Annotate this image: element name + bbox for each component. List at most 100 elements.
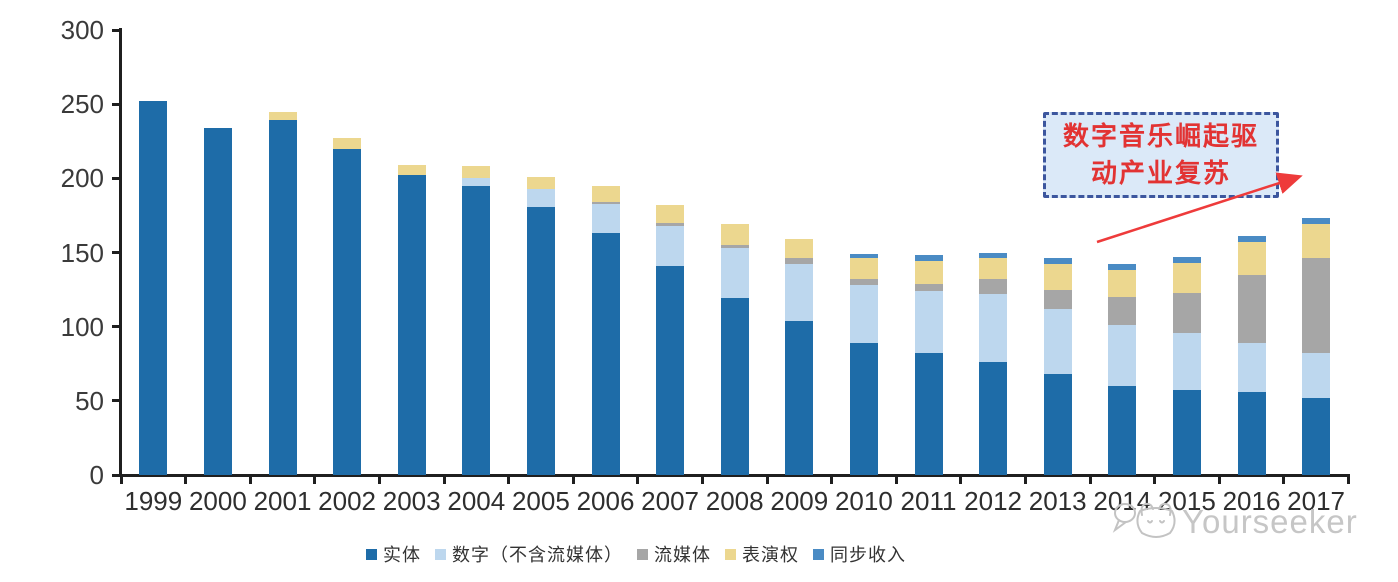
x-tick xyxy=(830,475,834,484)
x-tick-label: 1999 xyxy=(124,486,183,516)
bar-segment xyxy=(397,175,426,475)
bar-segment xyxy=(139,101,168,475)
x-tick-label: 2017 xyxy=(1287,486,1346,516)
bar-2009 xyxy=(785,239,814,475)
bar-segment xyxy=(785,258,814,265)
y-tick-label: 150 xyxy=(60,237,104,268)
x-tick-label: 2013 xyxy=(1028,486,1087,516)
legend-swatch-icon xyxy=(813,548,824,560)
bar-2016 xyxy=(1237,236,1266,475)
bar-1999 xyxy=(139,101,168,475)
legend-label: 数字（不含流媒体） xyxy=(452,545,623,565)
bar-2015 xyxy=(1172,256,1201,475)
bar-segment xyxy=(591,203,620,234)
x-tick-label: 2006 xyxy=(576,486,635,516)
legend-label: 流媒体 xyxy=(654,545,711,565)
legend-label: 同步收入 xyxy=(830,545,906,565)
x-tick xyxy=(1023,475,1027,484)
x-tick-label: 2002 xyxy=(318,486,377,516)
bar-segment xyxy=(656,225,685,266)
bar-segment xyxy=(979,362,1008,475)
x-tick-label: 2014 xyxy=(1093,486,1152,516)
bar-segment xyxy=(1108,270,1137,297)
legend-swatch-icon xyxy=(637,548,648,560)
legend-item: 实体 xyxy=(366,541,421,567)
y-tick-label: 50 xyxy=(75,385,104,416)
x-tick-label: 2010 xyxy=(834,486,893,516)
bar-segment xyxy=(849,279,878,286)
bar-2006 xyxy=(591,185,620,475)
bar-segment xyxy=(397,164,426,176)
bar-segment xyxy=(979,258,1008,280)
x-tick xyxy=(507,475,511,484)
bar-segment xyxy=(1237,342,1266,392)
bar-segment xyxy=(1172,332,1201,391)
bar-2017 xyxy=(1302,218,1331,475)
bar-2002 xyxy=(333,138,362,475)
bar-2007 xyxy=(656,205,685,475)
bar-segment xyxy=(979,279,1008,295)
bar-segment xyxy=(268,111,297,121)
x-tick-label: 2015 xyxy=(1157,486,1216,516)
legend-item: 流媒体 xyxy=(637,541,711,567)
x-tick-label: 2005 xyxy=(511,486,570,516)
annotation-text-line2: 动产业复苏 xyxy=(1090,158,1231,188)
x-tick xyxy=(120,475,123,484)
y-tick xyxy=(112,325,121,329)
bar-segment xyxy=(914,261,943,284)
x-axis-line xyxy=(119,474,1350,477)
y-tick xyxy=(112,251,121,254)
x-tick xyxy=(636,475,640,484)
x-tick xyxy=(248,475,252,484)
bar-2000 xyxy=(203,127,232,475)
bar-2013 xyxy=(1043,258,1072,475)
bar-segment xyxy=(1172,390,1201,475)
bar-segment xyxy=(720,224,749,246)
bar-segment xyxy=(1043,308,1072,375)
x-tick-label: 2004 xyxy=(447,486,506,516)
bar-segment xyxy=(656,265,685,475)
bar-segment xyxy=(526,176,555,189)
annotation-arrow xyxy=(1096,172,1303,244)
bar-segment xyxy=(1108,385,1137,475)
y-tick xyxy=(112,176,121,180)
bar-segment xyxy=(979,294,1008,363)
bar-segment xyxy=(203,127,232,475)
bar-segment xyxy=(720,245,749,249)
bar-segment xyxy=(785,264,814,321)
bar-2010 xyxy=(849,253,878,475)
x-tick xyxy=(184,475,188,484)
bar-segment xyxy=(849,253,878,259)
bar-segment xyxy=(914,283,943,292)
bar-segment xyxy=(914,353,943,475)
bar-segment xyxy=(1302,224,1331,259)
bar-segment xyxy=(591,185,620,203)
bar-2014 xyxy=(1108,264,1137,475)
bar-segment xyxy=(1302,397,1331,475)
annotation-text-line1: 数字音乐崛起驱 xyxy=(1062,121,1259,151)
bar-2012 xyxy=(979,252,1008,476)
bar-segment xyxy=(785,320,814,475)
x-tick xyxy=(1153,475,1157,484)
chart-legend: 实体 数字（不含流媒体） 流媒体 表演权 同步收入 xyxy=(366,541,906,567)
x-tick xyxy=(313,475,317,484)
bar-segment xyxy=(1108,296,1137,326)
bar-segment xyxy=(656,205,685,223)
bar-segment xyxy=(333,148,362,475)
bar-2008 xyxy=(720,224,749,475)
bar-segment xyxy=(1237,391,1266,475)
bar-segment xyxy=(1043,258,1072,265)
bar-segment xyxy=(1237,242,1266,275)
bar-segment xyxy=(591,202,620,204)
bar-segment xyxy=(1302,353,1331,398)
bar-segment xyxy=(1043,289,1072,309)
bar-segment xyxy=(979,252,1008,259)
x-tick xyxy=(959,475,963,484)
x-tick xyxy=(894,475,898,484)
bar-segment xyxy=(333,138,362,149)
bar-2001 xyxy=(268,111,297,475)
x-tick xyxy=(1088,475,1092,484)
bar-segment xyxy=(1237,274,1266,343)
bar-segment xyxy=(720,248,749,299)
x-tick-label: 2007 xyxy=(641,486,700,516)
